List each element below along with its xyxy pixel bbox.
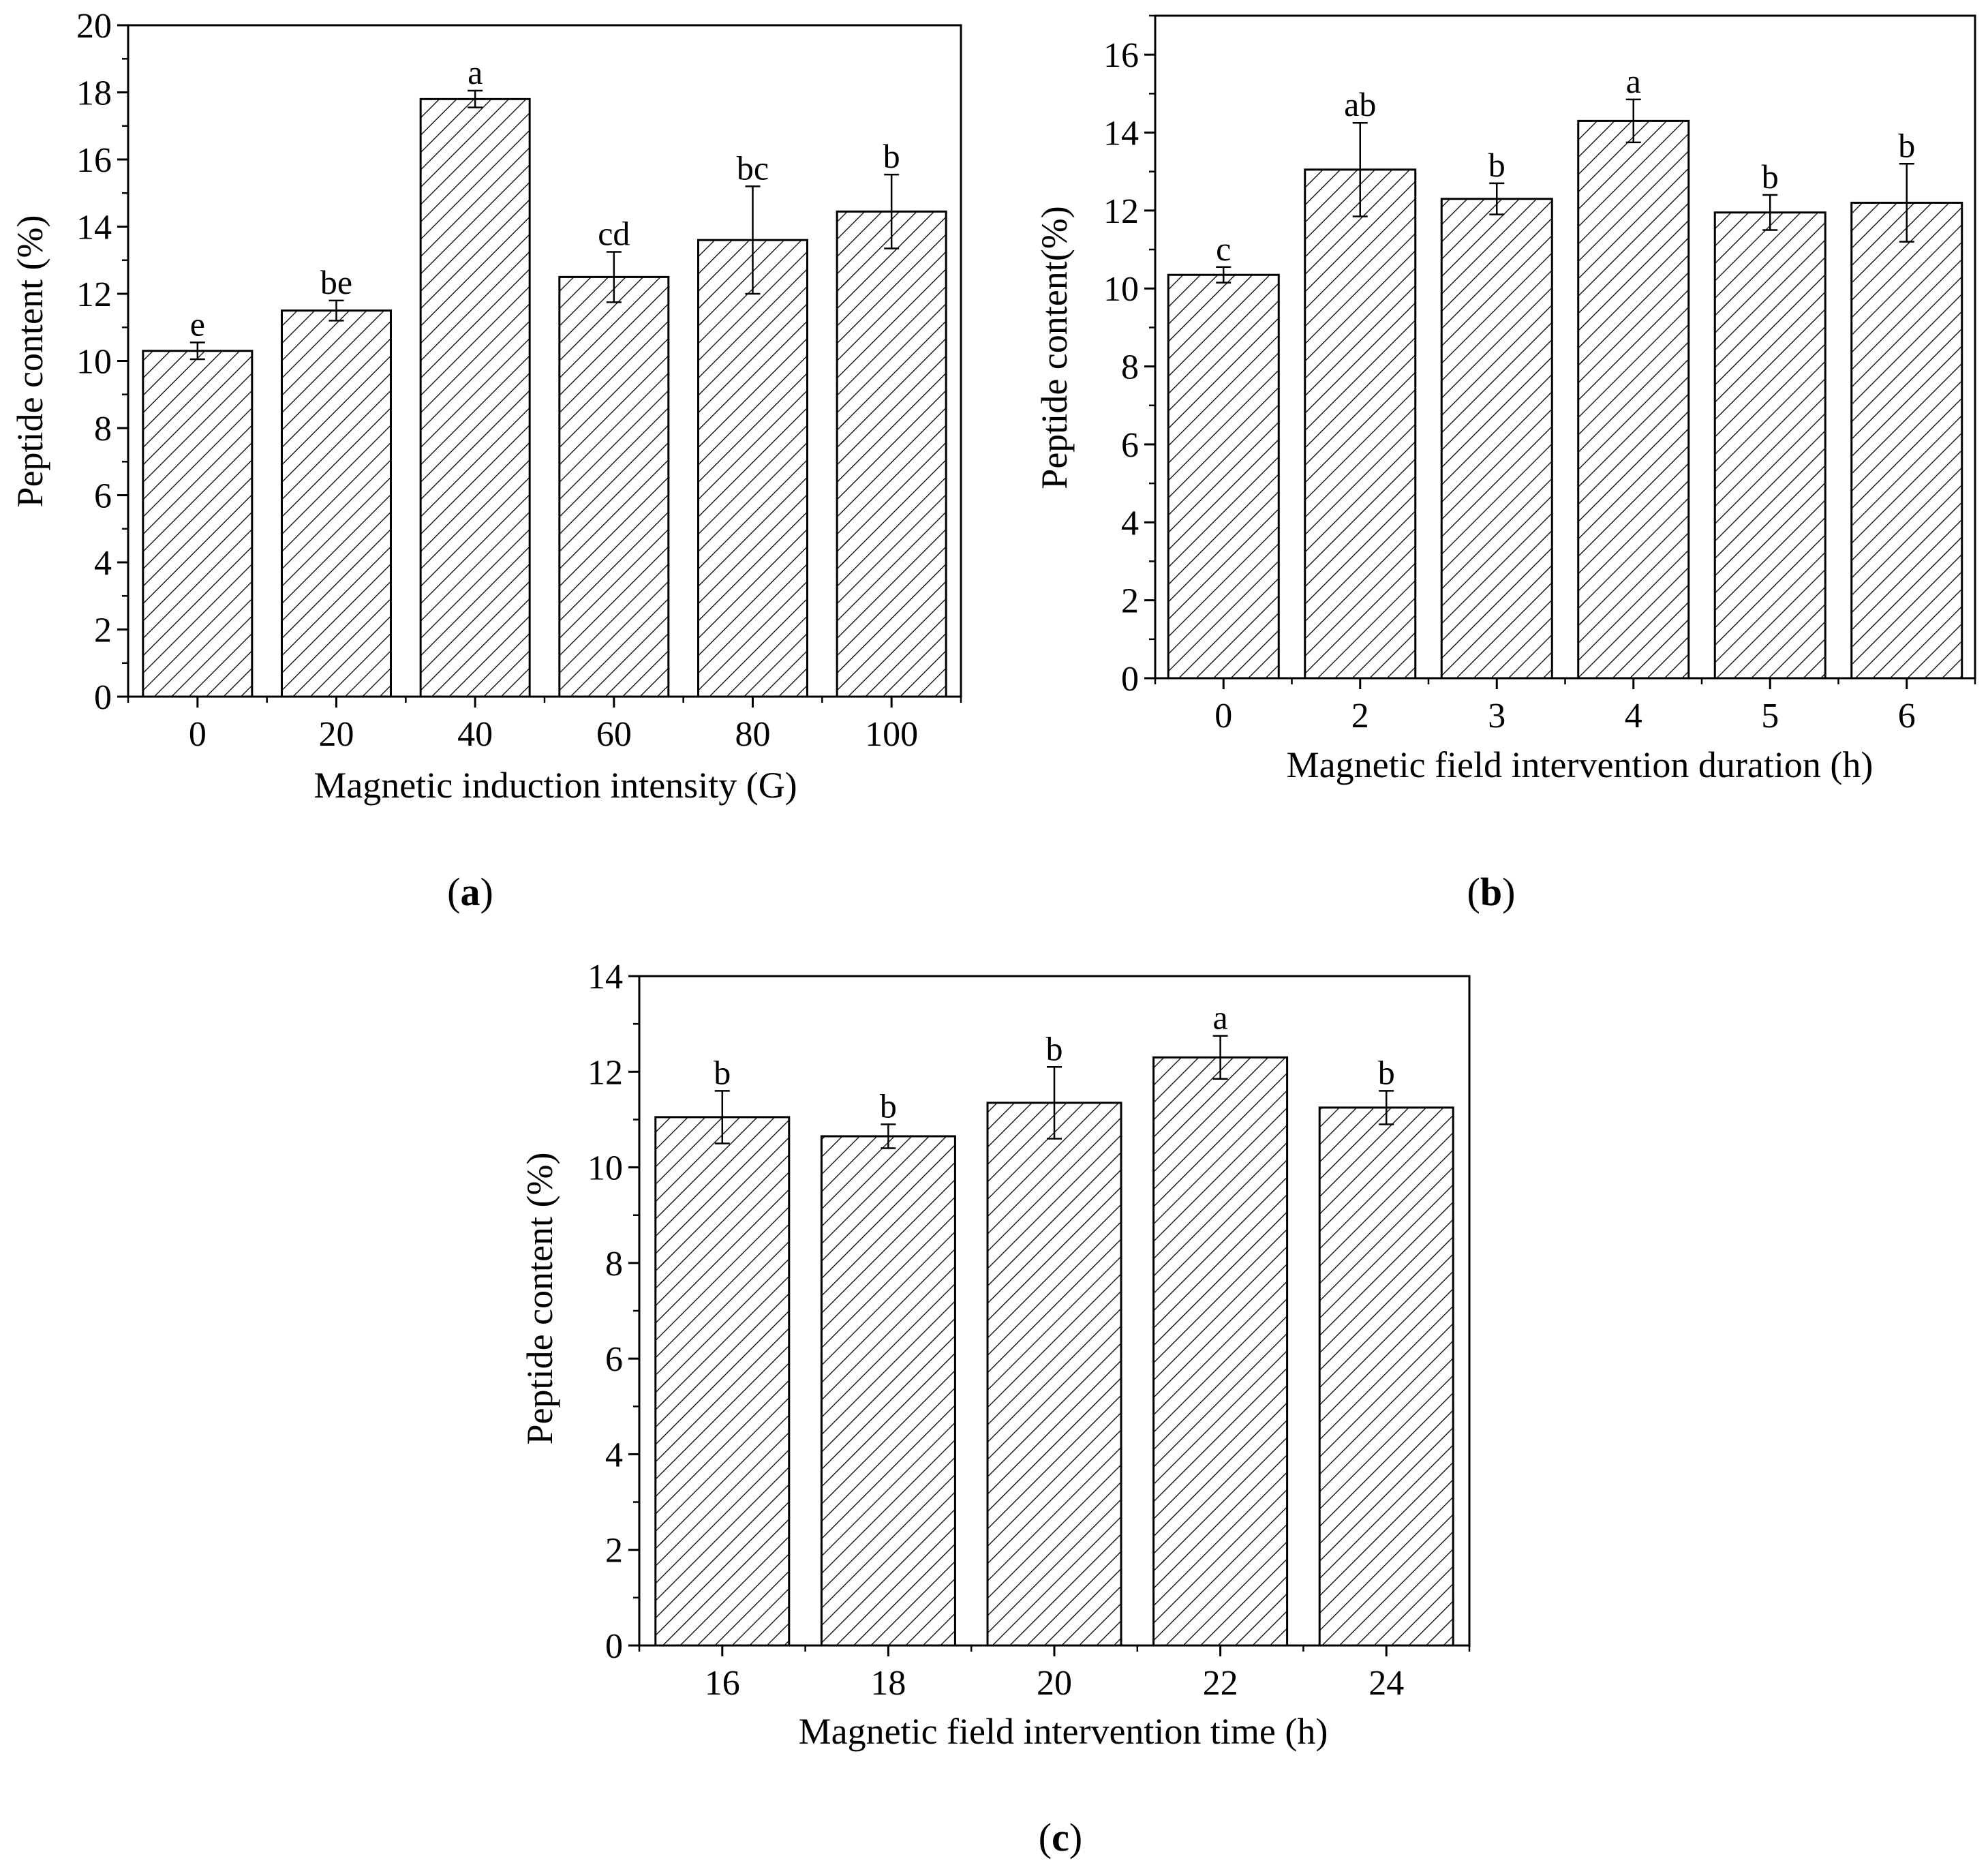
- bar: [558, 275, 670, 698]
- chart-panel-b: Peptide content(%) Magnetic field interv…: [1034, 14, 1976, 914]
- panel-caption: (a): [447, 870, 493, 914]
- bar: [142, 350, 254, 698]
- significance-label: b: [883, 137, 900, 175]
- y-tick-label: 14: [76, 209, 112, 247]
- significance-label: cd: [598, 214, 630, 252]
- bar: [419, 97, 531, 698]
- y-tick-label: 4: [1121, 504, 1139, 543]
- x-axis-title: Magnetic field intervention duration (h): [1287, 744, 1874, 785]
- y-tick-label: 10: [587, 1149, 623, 1188]
- y-tick-label: 20: [76, 7, 112, 46]
- y-tick-label: 8: [605, 1245, 623, 1284]
- significance-label: b: [1898, 126, 1915, 164]
- x-tick-label: 40: [457, 715, 493, 754]
- x-tick-label: 0: [1214, 697, 1232, 735]
- y-axis-title: Peptide content (%): [519, 1153, 560, 1445]
- y-tick-label: 6: [94, 477, 112, 516]
- bar: [1167, 273, 1280, 680]
- y-axis-title: Peptide content (%): [10, 215, 50, 508]
- x-tick-label: 0: [189, 715, 207, 754]
- bar: [1713, 211, 1826, 680]
- y-tick-label: 4: [94, 544, 112, 583]
- x-tick-label: 6: [1898, 697, 1916, 735]
- x-tick-label: 100: [865, 715, 918, 754]
- significance-label: b: [1046, 1029, 1063, 1067]
- y-tick-label: 6: [605, 1340, 623, 1379]
- bar: [1152, 1056, 1289, 1647]
- x-axis-title: Magnetic induction intensity (G): [314, 765, 797, 806]
- y-tick-label: 12: [76, 275, 112, 314]
- bar: [1440, 198, 1553, 680]
- y-tick-label: 10: [76, 343, 112, 382]
- significance-label: e: [190, 305, 205, 343]
- bar: [986, 1102, 1122, 1647]
- x-tick-label: 20: [319, 715, 354, 754]
- x-axis-title: Magnetic field intervention time (h): [799, 1711, 1328, 1752]
- y-tick-label: 16: [76, 141, 112, 180]
- x-tick-label: 3: [1488, 697, 1505, 735]
- y-tick-label: 2: [605, 1532, 623, 1570]
- bar: [1304, 168, 1417, 680]
- significance-label: a: [1212, 999, 1227, 1037]
- y-tick-label: 14: [1103, 115, 1139, 153]
- y-tick-label: 0: [94, 678, 112, 717]
- panel-caption: (b): [1467, 870, 1516, 914]
- y-tick-label: 12: [587, 1053, 623, 1092]
- significance-label: b: [714, 1053, 731, 1091]
- chart-panel-c: Peptide content (%) Magnetic field inter…: [519, 958, 1471, 1860]
- x-tick-label: 2: [1351, 697, 1369, 735]
- y-tick-label: 14: [587, 958, 623, 997]
- y-tick-label: 2: [1121, 582, 1139, 621]
- y-tick-label: 8: [1121, 348, 1139, 387]
- bar: [1850, 201, 1963, 680]
- y-tick-label: 10: [1103, 270, 1139, 309]
- bar: [281, 309, 392, 698]
- x-tick-label: 22: [1203, 1664, 1238, 1703]
- y-tick-label: 0: [605, 1627, 623, 1666]
- significance-label: ab: [1344, 85, 1376, 123]
- y-tick-label: 2: [94, 611, 112, 650]
- y-tick-label: 12: [1103, 192, 1139, 231]
- panel-caption: (c): [1039, 1815, 1082, 1860]
- bar: [1577, 119, 1690, 680]
- significance-label: b: [1378, 1053, 1395, 1091]
- significance-label: be: [320, 263, 352, 301]
- y-tick-label: 16: [1103, 36, 1139, 75]
- bar: [836, 210, 947, 698]
- x-tick-label: 24: [1368, 1664, 1404, 1703]
- bar: [820, 1135, 956, 1647]
- significance-label: bc: [737, 149, 769, 187]
- y-tick-label: 8: [94, 410, 112, 449]
- x-tick-label: 60: [596, 715, 632, 754]
- x-tick-label: 80: [735, 715, 771, 754]
- significance-label: b: [1488, 146, 1505, 184]
- significance-label: c: [1216, 230, 1231, 268]
- y-tick-label: 6: [1121, 426, 1139, 465]
- significance-label: a: [1626, 62, 1641, 100]
- y-tick-label: 18: [76, 74, 112, 113]
- x-tick-label: 18: [870, 1664, 906, 1703]
- x-tick-label: 16: [705, 1664, 740, 1703]
- bar: [1318, 1106, 1454, 1647]
- x-tick-label: 20: [1037, 1664, 1072, 1703]
- significance-label: a: [468, 53, 483, 91]
- y-axis-title: Peptide content(%): [1034, 206, 1075, 489]
- significance-label: b: [1762, 157, 1779, 196]
- y-tick-label: 0: [1121, 660, 1139, 699]
- significance-label: b: [880, 1087, 897, 1125]
- y-tick-label: 4: [605, 1436, 623, 1474]
- x-tick-label: 5: [1761, 697, 1779, 735]
- x-tick-label: 4: [1625, 697, 1642, 735]
- bar: [654, 1116, 791, 1647]
- chart-panel-a: Peptide content (%) Magnetic induction i…: [10, 7, 962, 914]
- bar: [697, 239, 808, 698]
